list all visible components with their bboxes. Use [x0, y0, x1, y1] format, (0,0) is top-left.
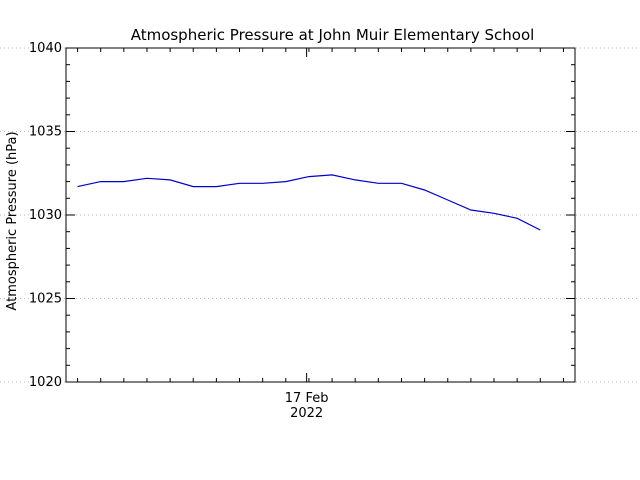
chart-title: Atmospheric Pressure at John Muir Elemen… [131, 26, 535, 44]
x-tick-label-date: 17 Feb [285, 391, 329, 406]
tick-labels: 1020 1025 1030 1035 1040 [29, 41, 62, 390]
axis-ticks [66, 47, 575, 383]
y-tick-label: 1030 [29, 208, 62, 223]
pressure-series-line [77, 174, 541, 231]
y-axis-label: Atmospheric Pressure (hPa) [5, 131, 20, 310]
y-tick-label: 1040 [29, 41, 62, 56]
grid-lines [0, 47, 640, 383]
y-tick-label: 1020 [29, 375, 62, 390]
y-tick-label: 1025 [29, 292, 62, 307]
y-tick-label: 1035 [29, 125, 62, 140]
x-tick-label-year: 2022 [290, 406, 323, 421]
